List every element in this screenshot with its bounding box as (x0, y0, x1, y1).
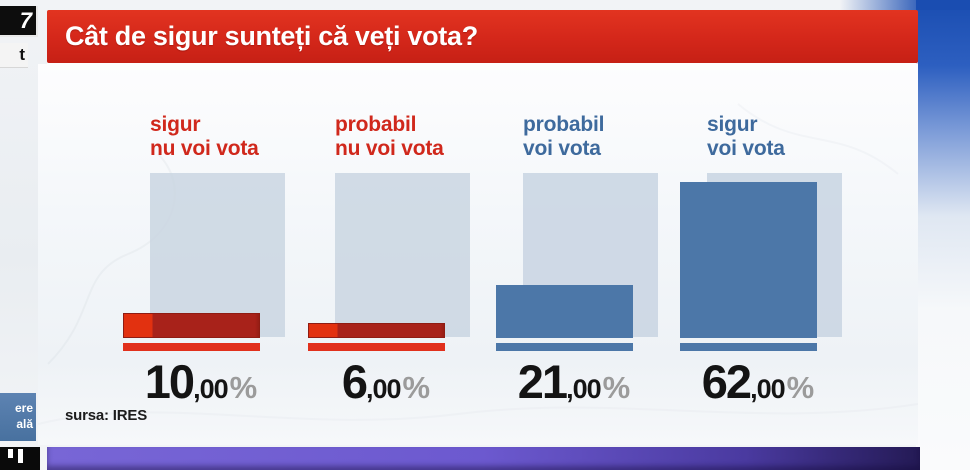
bar-value: 62,00% (672, 354, 844, 409)
sky-background-top (840, 0, 970, 10)
percent-sign: % (229, 370, 258, 405)
clock-digit: 7 (19, 7, 32, 33)
bar-underline (496, 343, 633, 351)
value-decimals: ,00 (566, 374, 602, 404)
bar-value: 10,00% (115, 354, 287, 409)
bar-label-line2: nu voi vota (335, 136, 444, 160)
bar-fill (496, 285, 633, 338)
bar-fill (308, 323, 445, 338)
bar-label-line2: voi vota (523, 136, 601, 160)
temperature-text: t (19, 45, 25, 64)
bar-label: sigur nu voi vota (150, 113, 320, 160)
channel-logo (0, 447, 40, 470)
bar-backdrop (150, 173, 285, 337)
clock-badge: 7 (0, 6, 38, 37)
bar-underline (680, 343, 817, 351)
sidebar-topic-line2: ală (16, 417, 33, 431)
bar-fill (123, 313, 260, 338)
chart-panel: sigur nu voi vota 10,00% probabil nu voi… (38, 64, 918, 445)
bar-label-line2: voi vota (707, 136, 785, 160)
bar-group-sigur-nu-voi-vota: sigur nu voi vota 10,00% (123, 113, 295, 408)
bar-fill (680, 182, 817, 338)
bar-group-probabil-voi-vota: probabil voi vota 21,00% (496, 113, 668, 408)
bar-label-line2: nu voi vota (150, 136, 259, 160)
headline-text: Cât de sigur sunteți că veți vota? (65, 21, 478, 51)
bar-label-line1: sigur (707, 113, 758, 136)
percent-sign: % (786, 370, 815, 405)
value-integer: 10 (144, 355, 195, 408)
value-integer: 21 (517, 355, 568, 408)
percent-sign: % (602, 370, 631, 405)
value-integer: 62 (701, 355, 752, 408)
bar-label-line1: probabil (335, 113, 417, 136)
sidebar-topic-line1: ere (14, 401, 33, 416)
ticker-bar (47, 447, 920, 470)
bar-underline (123, 343, 260, 351)
bar-label: probabil nu voi vota (335, 113, 505, 160)
bar-backdrop (335, 173, 470, 337)
bar-label-line1: probabil (523, 113, 605, 136)
value-decimals: ,00 (193, 374, 229, 404)
bar-group-sigur-voi-vota: sigur voi vota 62,00% (680, 113, 852, 408)
source-credit: sursa: IRES (65, 407, 147, 424)
headline-bar: Cât de sigur sunteți că veți vota? (47, 10, 918, 63)
bar-label-line1: sigur (150, 113, 201, 136)
bar-value: 6,00% (300, 354, 472, 409)
bar-value: 21,00% (488, 354, 660, 409)
value-decimals: ,00 (750, 374, 786, 404)
bar-label: probabil voi vota (523, 113, 693, 160)
bar-label: sigur voi vota (707, 113, 877, 160)
value-decimals: ,00 (366, 374, 402, 404)
bar-group-probabil-nu-voi-vota: probabil nu voi vota 6,00% (308, 113, 480, 408)
value-integer: 6 (341, 355, 368, 408)
percent-sign: % (402, 370, 431, 405)
bar-underline (308, 343, 445, 351)
sky-background (916, 0, 970, 470)
sidebar-topic-box: ere ală (0, 393, 36, 441)
temperature-badge: t (0, 43, 28, 68)
